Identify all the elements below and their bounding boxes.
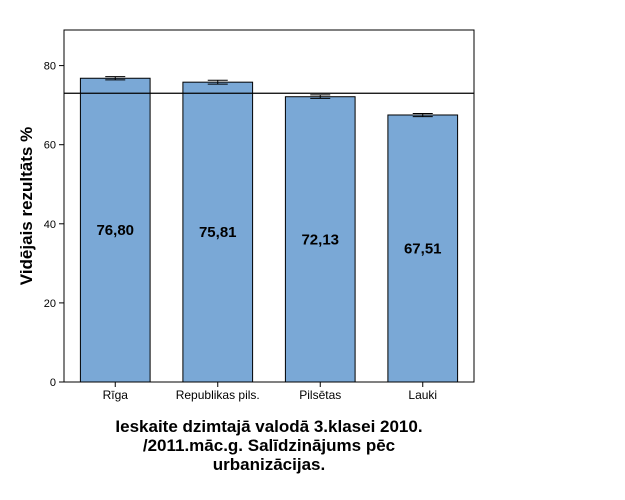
y-tick-label-0: 0 <box>50 377 56 389</box>
y-tick-label-2: 40 <box>44 219 56 231</box>
y-tick-label-4: 80 <box>44 61 56 73</box>
bar-data-label-3: 67,51 <box>404 241 442 258</box>
x-tick-label-0: Rīga <box>103 388 129 402</box>
bar-3 <box>387 114 459 383</box>
bar-0 <box>79 77 151 383</box>
x-tick-label-2: Pilsētas <box>299 388 341 402</box>
y-tick-label-3: 60 <box>44 140 56 152</box>
x-axis-title-line-2: urbanizācijas. <box>213 455 325 474</box>
bar-data-label-0: 76,80 <box>96 222 134 239</box>
error-bars-layer <box>105 76 433 118</box>
y-tick-label-1: 20 <box>44 298 56 310</box>
y-axis: 0 20 40 60 80 <box>44 61 64 389</box>
x-axis-title: Ieskaite dzimtajā valodā 3.klasei 2010./… <box>115 417 422 474</box>
x-tick-label-1: Republikas pils. <box>176 388 260 402</box>
x-tick-label-3: Lauki <box>408 388 437 402</box>
bar-2 <box>284 96 356 383</box>
x-axis: Rīga Republikas pils. Pilsētas Lauki <box>103 382 437 402</box>
x-axis-title-line-1: /2011.māc.g. Salīdzinājums pēc <box>143 436 395 455</box>
x-axis-title-line-0: Ieskaite dzimtajā valodā 3.klasei 2010. <box>115 417 422 436</box>
y-axis-label: Vidējais rezultāts % <box>17 127 36 285</box>
bar-data-label-2: 72,13 <box>301 231 339 248</box>
bar-data-label-1: 75,81 <box>199 224 237 241</box>
bar-labels-layer: 76,80 75,81 72,13 67,51 <box>96 222 441 257</box>
